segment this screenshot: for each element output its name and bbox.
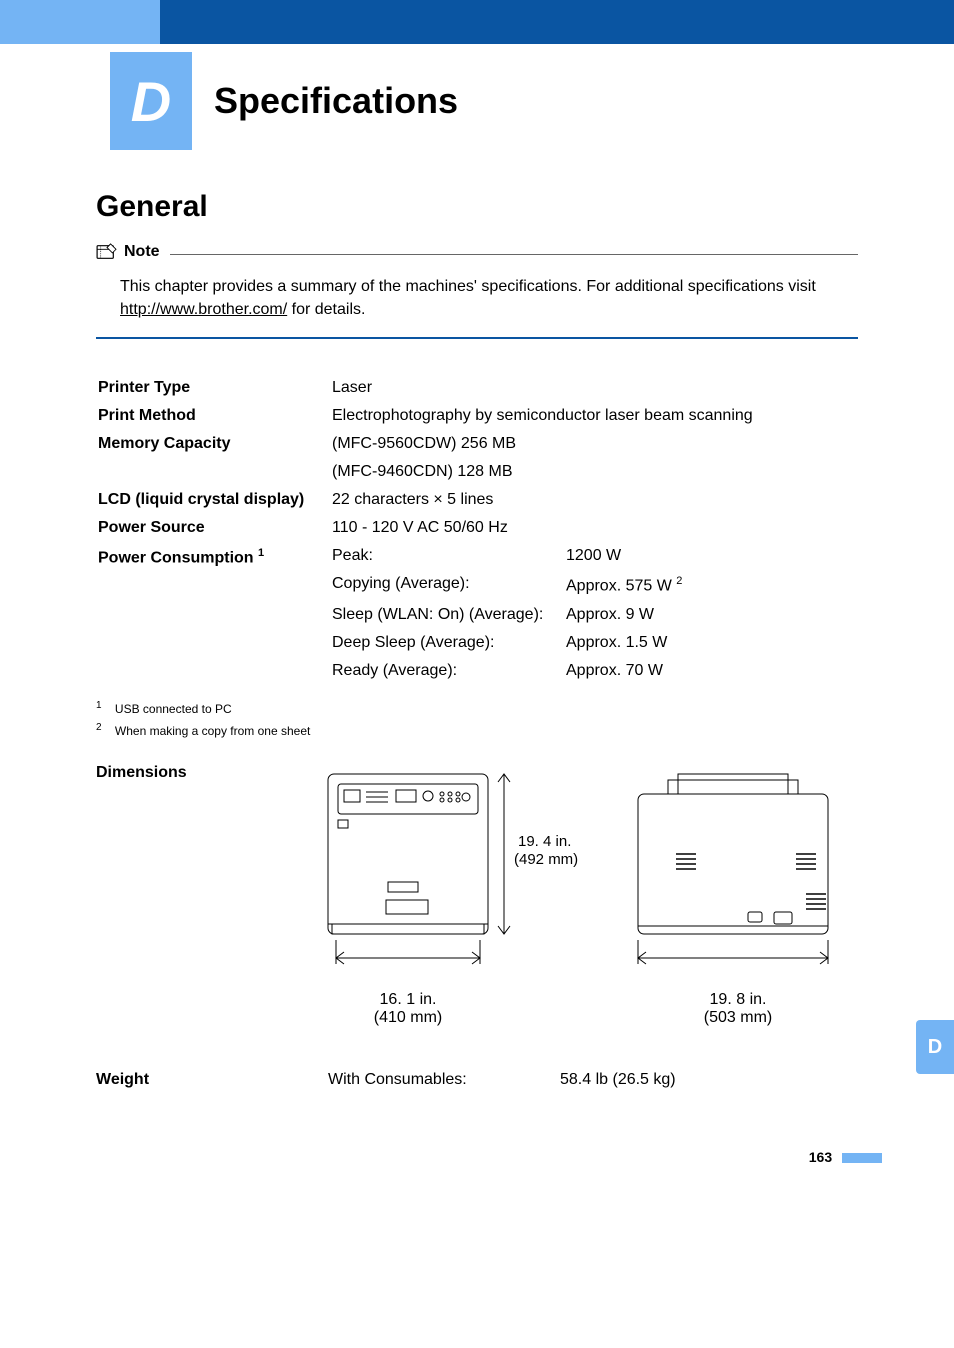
pc-name: Copying (Average):: [332, 571, 564, 599]
weight-label: Weight: [96, 1071, 328, 1089]
dimensions-diagram: 19. 4 in. (492 mm) 16. 1 in. (410 mm): [308, 764, 858, 1027]
spec-table: Printer Type Laser Print Method Electrop…: [96, 373, 858, 685]
note-box: Note This chapter provides a summary of …: [96, 254, 858, 339]
footnote-num: 2: [96, 722, 102, 733]
footnote-text: USB connected to PC: [115, 702, 232, 716]
spec-label: Power Consumption 1: [98, 543, 330, 683]
dim-depth-label: 19. 8 in.: [710, 991, 767, 1008]
spec-label: Printer Type: [98, 375, 330, 401]
weight-row: Weight With Consumables: 58.4 lb (26.5 k…: [96, 1071, 858, 1089]
pc-value: 1200 W: [566, 543, 856, 569]
dim-depth-caption: 19. 8 in. (503 mm): [618, 991, 858, 1027]
dim-depth-sub: (503 mm): [704, 1009, 772, 1026]
spec-value: 22 characters × 5 lines: [332, 487, 856, 513]
printer-front-svg: 19. 4 in. (492 mm): [308, 764, 588, 984]
chapter-letter-box: D: [110, 52, 192, 150]
header-bar: [0, 0, 954, 44]
pc-value: Approx. 575 W 2: [566, 571, 856, 599]
pc-value-text: Approx. 575 W: [566, 578, 672, 595]
table-row: Printer Type Laser: [98, 375, 856, 401]
page-number: 163: [809, 1149, 832, 1165]
pc-value: Approx. 70 W: [566, 658, 856, 684]
note-icon: [96, 243, 118, 261]
footnote: 2 When making a copy from one sheet: [96, 722, 858, 738]
dim-width-label: 16. 1 in.: [380, 991, 437, 1008]
footnotes: 1 USB connected to PC 2 When making a co…: [96, 700, 858, 738]
spec-label: Memory Capacity: [98, 431, 330, 485]
note-text-after: for details.: [287, 301, 365, 318]
pc-name: Peak:: [332, 543, 564, 569]
section-title: General: [96, 190, 858, 224]
chapter-letter: D: [131, 69, 171, 134]
spec-label: Print Method: [98, 403, 330, 429]
side-tab: D: [916, 1020, 954, 1074]
weight-desc: With Consumables:: [328, 1071, 560, 1089]
spec-value: 110 - 120 V AC 50/60 Hz: [332, 515, 856, 541]
spec-value: Laser: [332, 375, 856, 401]
spec-label: Power Source: [98, 515, 330, 541]
dim-width-sub: (410 mm): [374, 1009, 442, 1026]
page-number-wrap: 163: [0, 1089, 954, 1165]
table-row: LCD (liquid crystal display) 22 characte…: [98, 487, 856, 513]
note-link[interactable]: http://www.brother.com/: [120, 301, 287, 318]
spec-value: Electrophotography by semiconductor lase…: [332, 403, 856, 429]
page-content: General Note This chapter provides a sum…: [0, 150, 954, 1089]
power-consumption-label: Power Consumption: [98, 550, 254, 567]
dim-height-label: 19. 4 in.: [518, 833, 571, 850]
table-row: Memory Capacity (MFC-9560CDW) 256 MB: [98, 431, 856, 457]
spec-value: (MFC-9460CDN) 128 MB: [332, 459, 856, 485]
footnote-ref: 2: [676, 575, 682, 587]
chapter-header: D Specifications: [0, 52, 954, 150]
note-label-wrap: Note: [96, 243, 170, 261]
page-number-bar: [842, 1153, 882, 1163]
pc-name: Sleep (WLAN: On) (Average):: [332, 602, 564, 628]
header-bar-light: [0, 0, 160, 44]
spec-value: (MFC-9560CDW) 256 MB: [332, 431, 856, 457]
printer-side-svg: [618, 764, 858, 984]
dim-side-view: 19. 8 in. (503 mm): [618, 764, 858, 1027]
chapter-title: Specifications: [214, 80, 458, 122]
dim-height-sub: (492 mm): [514, 851, 578, 868]
side-tab-letter: D: [928, 1036, 942, 1059]
pc-name: Ready (Average):: [332, 658, 564, 684]
weight-value: 58.4 lb (26.5 kg): [560, 1071, 676, 1089]
note-text: This chapter provides a summary of the m…: [120, 275, 858, 321]
note-text-before: This chapter provides a summary of the m…: [120, 278, 816, 295]
table-row: Print Method Electrophotography by semic…: [98, 403, 856, 429]
dimensions-label: Dimensions: [96, 764, 308, 1027]
footnote: 1 USB connected to PC: [96, 700, 858, 716]
spec-label: LCD (liquid crystal display): [98, 487, 330, 513]
table-row: Power Source 110 - 120 V AC 50/60 Hz: [98, 515, 856, 541]
footnote-ref: 1: [258, 547, 264, 559]
dimensions-row: Dimensions: [96, 764, 858, 1027]
table-row: Power Consumption 1 Peak: 1200 W: [98, 543, 856, 569]
footnote-text: When making a copy from one sheet: [115, 724, 310, 738]
pc-value: Approx. 9 W: [566, 602, 856, 628]
dim-front-view: 19. 4 in. (492 mm) 16. 1 in. (410 mm): [308, 764, 588, 1027]
dim-width-caption: 16. 1 in. (410 mm): [228, 991, 588, 1027]
note-label: Note: [124, 243, 160, 261]
pc-value: Approx. 1.5 W: [566, 630, 856, 656]
footnote-num: 1: [96, 700, 102, 711]
pc-name: Deep Sleep (Average):: [332, 630, 564, 656]
